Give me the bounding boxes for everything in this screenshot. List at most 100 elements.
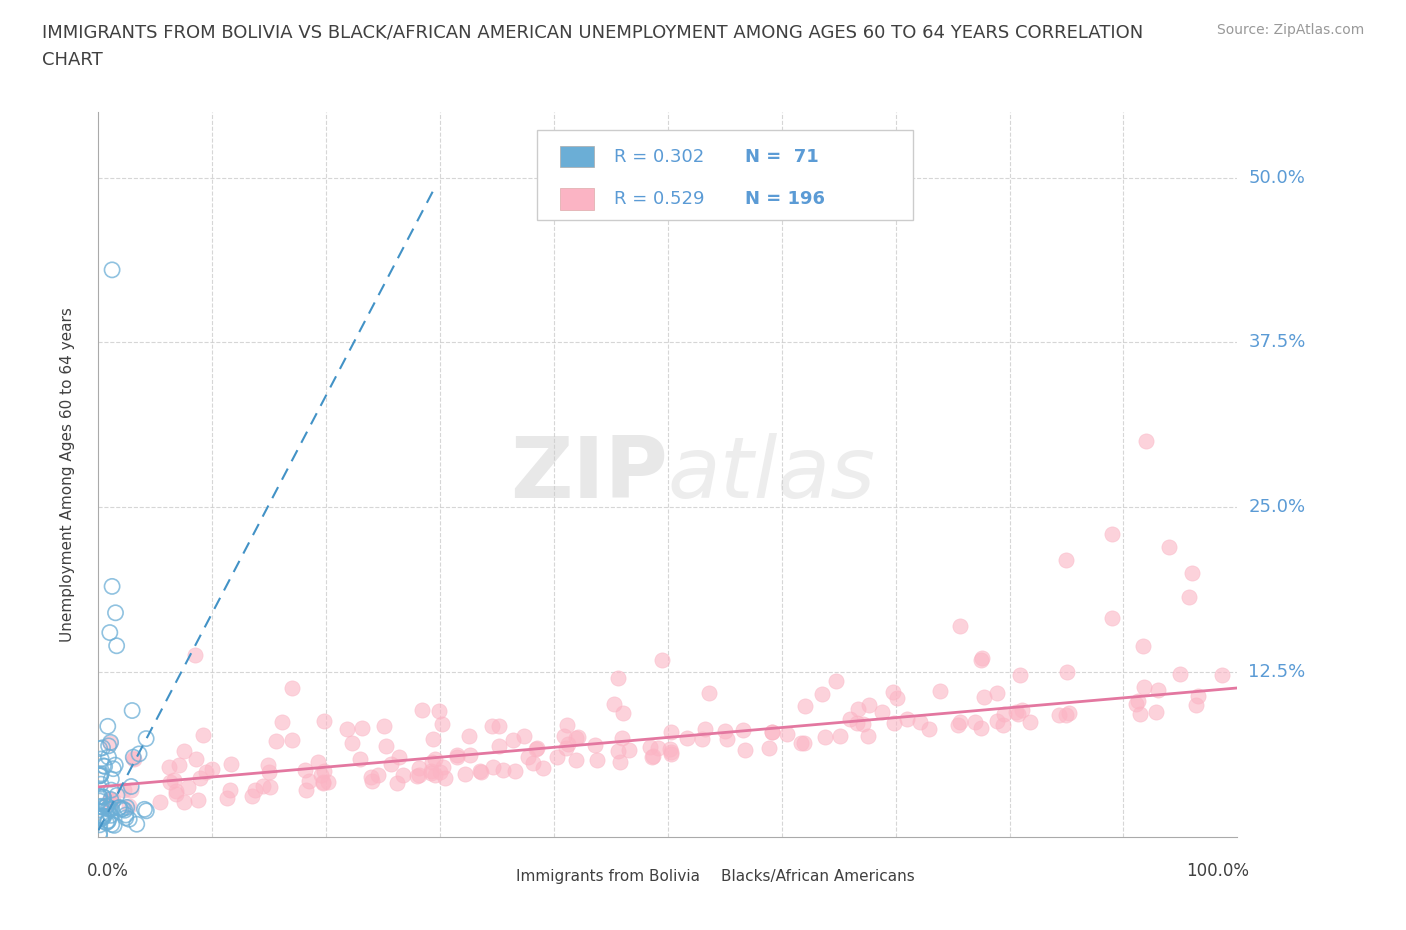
Point: [360, 770, 382, 785]
Point: [93, 809, 115, 824]
Point: [659, 744, 682, 759]
Point: [1178, 590, 1201, 604]
Point: [367, 767, 389, 782]
Point: [388, 750, 411, 764]
Point: [122, 751, 145, 765]
Point: [89, 826, 111, 841]
Point: [89, 828, 111, 843]
Point: [612, 706, 634, 721]
Point: [858, 698, 880, 712]
Point: [125, 817, 148, 831]
Point: [1157, 539, 1180, 554]
Point: [1211, 668, 1233, 683]
Point: [101, 792, 124, 807]
Point: [547, 750, 569, 764]
Point: [617, 742, 640, 757]
Point: [100, 772, 122, 787]
Point: [567, 730, 589, 745]
Point: [114, 810, 136, 825]
Point: [1135, 434, 1157, 449]
Point: [607, 743, 630, 758]
Point: [411, 703, 433, 718]
Point: [776, 727, 799, 742]
Point: [98, 796, 121, 811]
Point: [693, 722, 716, 737]
Point: [312, 764, 335, 778]
Point: [90, 777, 112, 791]
Point: [1007, 707, 1029, 722]
Text: R = 0.302: R = 0.302: [614, 148, 704, 166]
Point: [352, 720, 374, 735]
Text: N =  71: N = 71: [745, 148, 820, 166]
Point: [336, 722, 359, 737]
Point: [165, 787, 187, 802]
Point: [187, 792, 209, 807]
Point: [870, 705, 893, 720]
Point: [488, 719, 510, 734]
Point: [373, 718, 395, 733]
Point: [100, 735, 122, 750]
Point: [526, 741, 548, 756]
Point: [103, 817, 125, 832]
Point: [513, 729, 536, 744]
Point: [89, 768, 111, 783]
Point: [1011, 703, 1033, 718]
Point: [524, 741, 547, 756]
Point: [96, 816, 118, 830]
Point: [896, 712, 918, 727]
Point: [1101, 526, 1123, 541]
Text: CHART: CHART: [42, 51, 103, 69]
Point: [97, 814, 120, 829]
Point: [90, 809, 112, 824]
Point: [360, 773, 382, 788]
Point: [101, 579, 124, 594]
Point: [1181, 565, 1204, 580]
Point: [430, 717, 453, 732]
Text: Blacks/African Americans: Blacks/African Americans: [721, 869, 915, 883]
Point: [692, 732, 714, 747]
Point: [89, 790, 111, 804]
Point: [846, 715, 869, 730]
Point: [167, 758, 190, 773]
Point: [110, 802, 132, 817]
Text: N = 196: N = 196: [745, 190, 825, 207]
Point: [98, 791, 121, 806]
Point: [458, 728, 481, 743]
Point: [98, 802, 121, 817]
Point: [124, 751, 146, 766]
Point: [454, 767, 477, 782]
Point: [659, 747, 682, 762]
Point: [610, 731, 633, 746]
Point: [184, 647, 207, 662]
Point: [408, 761, 430, 776]
Point: [429, 764, 451, 779]
Point: [1010, 668, 1032, 683]
Point: [641, 750, 664, 764]
Point: [97, 802, 120, 817]
Point: [659, 724, 682, 739]
Point: [100, 802, 122, 817]
Point: [111, 802, 134, 817]
Point: [264, 734, 287, 749]
Point: [731, 723, 754, 737]
Point: [972, 650, 994, 665]
Point: [307, 755, 329, 770]
Point: [149, 794, 172, 809]
Point: [103, 762, 125, 777]
Point: [122, 750, 145, 764]
Point: [173, 794, 195, 809]
Point: [97, 813, 120, 828]
Text: 100.0%: 100.0%: [1185, 862, 1249, 881]
Point: [309, 767, 332, 782]
Point: [271, 715, 294, 730]
Point: [240, 789, 263, 804]
Point: [89, 768, 111, 783]
Point: [89, 789, 111, 804]
Point: [115, 807, 138, 822]
Point: [405, 769, 427, 784]
Point: [101, 262, 124, 277]
Point: [468, 764, 491, 778]
Point: [98, 625, 121, 640]
Point: [90, 811, 112, 826]
Point: [1187, 688, 1209, 703]
